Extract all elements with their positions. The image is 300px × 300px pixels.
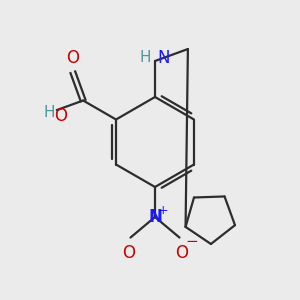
Text: O: O — [175, 244, 188, 262]
Text: +: + — [158, 205, 168, 218]
Text: N: N — [148, 208, 162, 226]
Text: O: O — [66, 49, 80, 67]
Text: O: O — [54, 107, 67, 125]
Text: N: N — [157, 49, 169, 67]
Text: H: H — [140, 50, 151, 65]
Text: O: O — [122, 244, 135, 262]
Text: −: − — [185, 234, 198, 249]
Text: H: H — [43, 105, 55, 120]
